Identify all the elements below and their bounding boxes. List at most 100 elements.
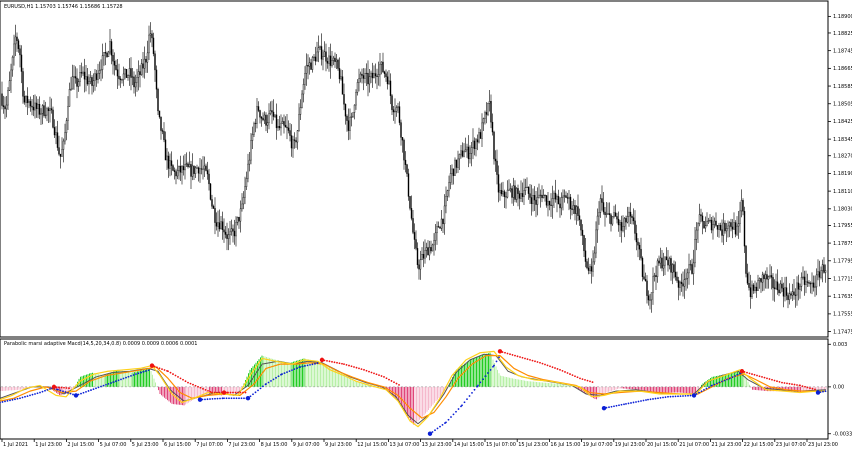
candle-body: [205, 165, 207, 171]
sar-down-dot: [350, 365, 353, 368]
sar-down-dot: [234, 391, 237, 394]
candle-body: [253, 123, 255, 135]
sar-up-dot: [145, 370, 147, 372]
sar-down-dot: [804, 385, 806, 388]
candle-body: [83, 71, 86, 80]
sar-up-dot: [705, 387, 708, 390]
candle-body: [353, 104, 356, 113]
candle-body: [188, 164, 191, 168]
sar-up-dot: [265, 383, 267, 385]
candle-body: [598, 212, 600, 217]
candle-body: [718, 225, 720, 230]
candle-body: [301, 93, 303, 108]
sar-up-dot: [87, 390, 90, 392]
candle-body: [421, 254, 423, 261]
indicator-panel[interactable]: Parabolic marsi adaptive Macd(14,5,20,34…: [0, 338, 829, 440]
candle-body: [163, 131, 165, 141]
candle-body: [662, 264, 665, 269]
candle-body: [82, 71, 84, 74]
sar-up-dot: [4, 400, 6, 403]
candle-body: [7, 90, 9, 106]
sar-down-dot: [197, 385, 199, 388]
candle-body: [512, 185, 515, 198]
sar-down-dot: [209, 391, 212, 393]
candle-body: [263, 114, 266, 121]
candle-body: [493, 131, 495, 160]
candle-body: [646, 280, 648, 296]
candle-body: [508, 189, 510, 191]
sar-down-dot: [343, 363, 345, 366]
candle-body: [152, 37, 155, 54]
sar-up-dot: [493, 364, 495, 367]
candle-body: [653, 275, 656, 278]
candle-body: [677, 280, 680, 288]
sar-down-dot: [566, 372, 569, 374]
candle-body: [89, 77, 92, 82]
sar-down-dot: [204, 388, 207, 391]
candle-body: [284, 125, 287, 128]
candle-body: [457, 158, 459, 168]
sar-up-dot: [311, 363, 314, 366]
sar-up-dot: [214, 397, 216, 400]
sar-down-start-marker: [739, 369, 745, 374]
sar-down-dot: [551, 366, 554, 369]
candle-body: [694, 239, 696, 264]
candle-body: [566, 197, 569, 199]
sar-down-dot: [811, 387, 814, 390]
sar-down-dot: [63, 386, 65, 389]
sar-up-dot: [9, 399, 11, 402]
candle-body: [133, 76, 135, 88]
candle-body: [124, 68, 126, 75]
symbol-header: EURUSD,H1 1.15703 1.15746 1.15686 1.1572…: [4, 4, 123, 10]
candle-body: [298, 114, 300, 131]
candle-body: [1, 93, 3, 106]
sar-up-dot: [625, 403, 627, 405]
candle-body: [709, 219, 711, 221]
sar-up-dot: [69, 392, 72, 395]
candle-body: [619, 222, 621, 226]
candle-body: [643, 276, 645, 280]
candle-body: [401, 137, 404, 141]
time-label: 20 Jul 15:00: [647, 442, 677, 448]
sar-up-dot: [479, 381, 482, 384]
sar-up-dot: [679, 395, 682, 398]
candle-body: [410, 208, 413, 219]
price-panel[interactable]: EURUSD,H1 1.15703 1.15746 1.15686 1.1572…: [0, 0, 829, 338]
candle-body: [184, 164, 186, 171]
sar-up-dot: [11, 398, 14, 401]
candle-body: [634, 220, 636, 234]
candle-body: [716, 225, 719, 230]
sar-down-dot: [549, 365, 551, 368]
sar-up-dot: [296, 367, 298, 370]
candle-body: [641, 257, 644, 277]
sar-up-dot: [431, 431, 434, 433]
sar-down-start-marker: [319, 357, 325, 363]
sar-down-dot: [68, 387, 70, 390]
candle-body: [151, 33, 153, 39]
sar-down-dot: [218, 391, 221, 394]
sar-up-dot: [682, 395, 684, 397]
sar-up-dot: [112, 381, 115, 383]
candle-body: [775, 281, 777, 289]
sar-up-dot: [642, 399, 645, 402]
candle-body: [788, 293, 791, 300]
sar-up-dot: [67, 391, 69, 394]
sar-up-dot: [31, 393, 34, 396]
candle-body: [596, 215, 599, 231]
sar-up-dot: [100, 385, 102, 388]
candle-body: [70, 88, 72, 90]
candle-body: [472, 140, 474, 148]
candle-body: [377, 74, 380, 77]
candle-body: [209, 183, 212, 200]
sar-up-dot: [267, 381, 270, 384]
candle-body: [172, 165, 174, 171]
sar-down-dot: [546, 364, 549, 367]
sar-up-dot: [736, 373, 739, 376]
candle-body: [541, 194, 543, 199]
candle-body: [470, 147, 473, 154]
candle-body: [145, 58, 147, 63]
candle-body: [547, 201, 549, 206]
candle-body: [449, 173, 452, 183]
candle-body: [269, 110, 272, 114]
